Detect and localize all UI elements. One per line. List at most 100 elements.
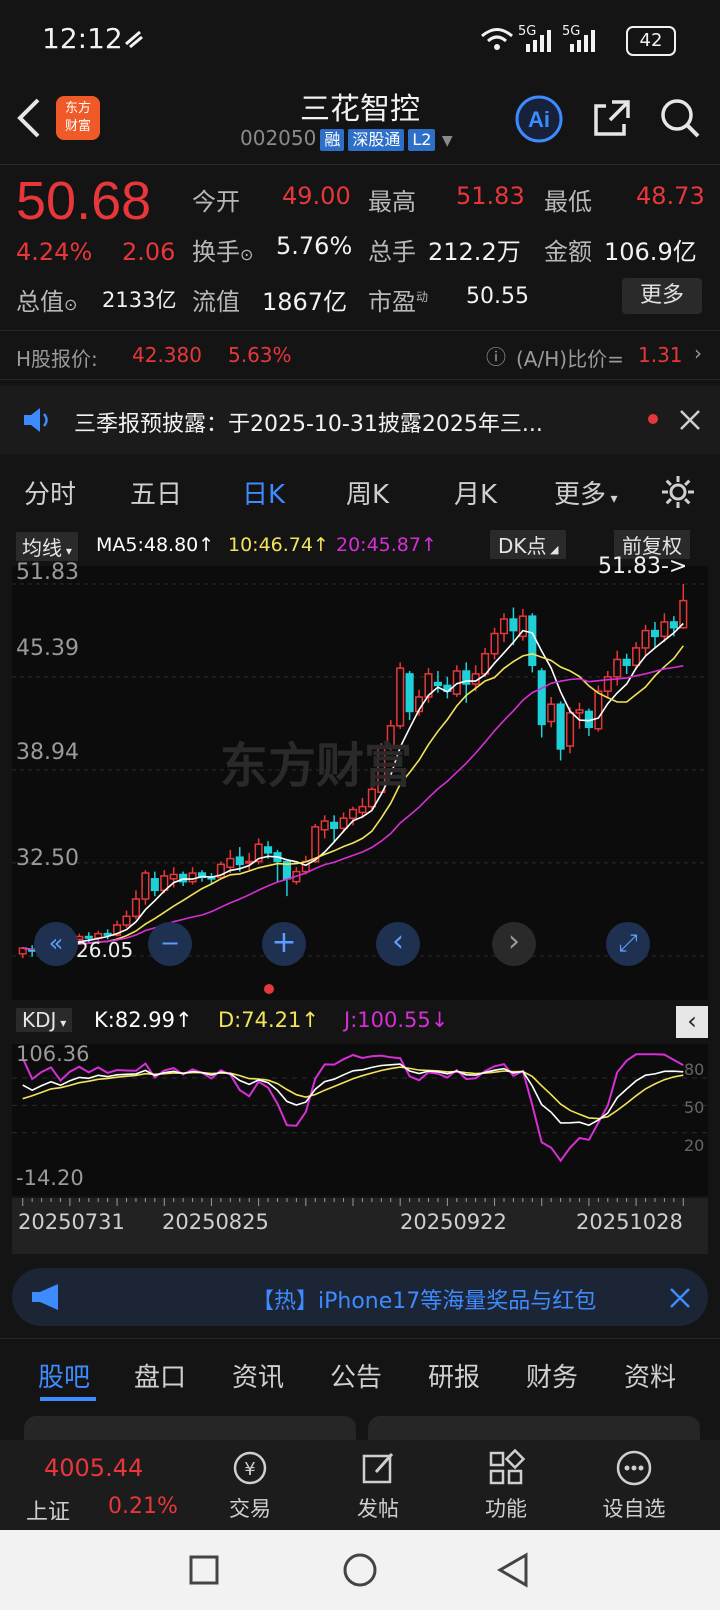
scroll-right-button[interactable]: › xyxy=(492,922,536,966)
card-peek-2[interactable] xyxy=(368,1416,700,1440)
unread-dot xyxy=(648,414,658,424)
megaphone-icon xyxy=(32,1284,58,1310)
tag-connect: 深股通 xyxy=(348,129,405,151)
volume-value: 212.2万 xyxy=(428,238,521,266)
candle-body xyxy=(311,826,320,863)
dk-point-button[interactable]: DK点 ◢ xyxy=(490,530,567,559)
hshare-row[interactable]: H股报价: 42.380 5.63% ⓘ (A/H)比价= 1.31 › xyxy=(0,330,720,380)
stock-code: 002050 xyxy=(240,126,317,150)
candle-body xyxy=(518,615,527,638)
ma5-label: MA5:48.80↑ xyxy=(96,534,215,556)
card-peek-1[interactable] xyxy=(24,1416,356,1440)
y-tick-2: 45.39 xyxy=(16,636,79,661)
tab-more[interactable]: 更多 ▾ xyxy=(554,480,618,510)
turnover-label: 换手⊙ xyxy=(192,238,254,266)
dropdown-icon[interactable]: ▼ xyxy=(441,133,453,149)
search-icon[interactable] xyxy=(658,96,702,140)
close-banner-icon[interactable] xyxy=(668,1286,692,1310)
watchlist-label: 设自选 xyxy=(602,1497,666,1521)
collapse-panel-icon[interactable]: ‹ xyxy=(676,1006,708,1038)
high-value: 51.83 xyxy=(456,182,525,210)
tab-daily-k[interactable]: 日K xyxy=(242,480,286,510)
candle-body xyxy=(150,878,159,892)
home-icon[interactable] xyxy=(342,1552,378,1588)
index-name[interactable]: 上证 xyxy=(26,1500,71,1525)
kdj-level-20: 20 xyxy=(684,1136,705,1155)
share-icon[interactable] xyxy=(590,96,634,140)
tab-profile[interactable]: 资料 xyxy=(624,1363,677,1393)
more-button[interactable]: 更多 xyxy=(622,278,702,314)
features-button[interactable]: 功能 xyxy=(456,1448,556,1523)
recents-icon[interactable] xyxy=(188,1554,220,1586)
tab-financials[interactable]: 财务 xyxy=(526,1363,579,1393)
zoom-out-far-button[interactable]: « xyxy=(34,922,78,966)
indicator-selector[interactable]: KDJ ▾ xyxy=(16,1008,73,1032)
float-label: 流值 xyxy=(192,288,240,316)
post-label: 发帖 xyxy=(357,1497,399,1521)
candle-body xyxy=(565,712,575,747)
index-value[interactable]: 4005.44 xyxy=(44,1454,144,1482)
tab-research[interactable]: 研报 xyxy=(428,1363,481,1393)
kline-chart[interactable]: 东方财富 51.83 45.39 38.94 32.50 51.83-> 26.… xyxy=(12,554,708,1000)
zoom-out-button[interactable]: − xyxy=(148,922,192,966)
event-dot[interactable] xyxy=(264,984,274,994)
ma-selector[interactable]: 均线 ▾ xyxy=(16,532,78,561)
speaker-icon xyxy=(24,408,48,432)
banner-text: 【热】iPhone17等海量奖品与红包 xyxy=(252,1289,597,1314)
candle-body xyxy=(603,676,612,692)
candle-body xyxy=(396,667,405,727)
fullscreen-button[interactable]: ⤢ xyxy=(606,922,650,966)
date-tick-4: 20251028 xyxy=(576,1210,683,1234)
turnover-value: 5.76% xyxy=(276,232,353,260)
help-icon[interactable]: ⓘ xyxy=(486,345,506,369)
app-logo[interactable]: 东方 财富 xyxy=(56,96,100,140)
trade-button[interactable]: ¥ 交易 xyxy=(200,1448,300,1523)
kdj-j-line xyxy=(21,1053,684,1163)
ma-legend: 均线 ▾ MA5:48.80↑ 10:46.74↑ 20:45.87↑ DK点 … xyxy=(0,528,720,564)
amount-label: 金额 xyxy=(544,238,592,266)
tab-forum[interactable]: 股吧 xyxy=(38,1363,91,1393)
low-label: 最低 xyxy=(544,188,592,216)
watchlist-button[interactable]: 设自选 xyxy=(584,1448,684,1523)
zoom-in-button[interactable]: + xyxy=(262,922,306,966)
low-marker-label: 26.05 xyxy=(76,938,134,962)
tab-orderbook[interactable]: 盘口 xyxy=(134,1363,187,1393)
ah-ratio-value: 1.31 xyxy=(638,343,683,367)
mktcap-value: 2133亿 xyxy=(102,288,177,312)
signal-icon-2 xyxy=(570,30,595,52)
notification-icon xyxy=(125,30,143,49)
back-icon[interactable] xyxy=(14,96,44,140)
tab-monthly-k[interactable]: 月K xyxy=(454,480,498,510)
high-marker-label: 51.83-> xyxy=(598,554,688,579)
active-tab-indicator xyxy=(40,1397,96,1401)
settings-gear-icon[interactable] xyxy=(660,474,696,510)
grid-icon xyxy=(489,1448,526,1485)
card-peek-row xyxy=(0,1412,720,1440)
candle-body xyxy=(490,632,499,655)
adjust-button[interactable]: 前复权 xyxy=(614,530,690,559)
more-dots-icon xyxy=(616,1450,652,1486)
edit-icon xyxy=(362,1453,394,1484)
kdj-k-label: K:82.99↑ xyxy=(94,1008,193,1032)
post-button[interactable]: 发帖 xyxy=(328,1448,428,1523)
close-icon[interactable] xyxy=(678,408,702,432)
nav-back-icon[interactable] xyxy=(496,1552,530,1588)
change-percent: 4.24% xyxy=(16,238,93,266)
tab-news[interactable]: 资讯 xyxy=(232,1363,285,1393)
kdj-chart[interactable]: 106.36 -14.20 80 50 20 xyxy=(12,1042,708,1196)
tab-weekly-k[interactable]: 周K xyxy=(346,480,390,510)
tab-announcements[interactable]: 公告 xyxy=(330,1363,383,1393)
tab-intraday[interactable]: 分时 xyxy=(24,480,77,510)
scroll-left-button[interactable]: ‹ xyxy=(376,922,420,966)
y-tick-1: 51.83 xyxy=(16,560,79,585)
promo-banner[interactable]: 【热】iPhone17等海量奖品与红包 xyxy=(12,1268,708,1326)
candle-body xyxy=(254,843,263,863)
index-pct[interactable]: 0.21% xyxy=(108,1494,178,1519)
notice-bar[interactable]: 三季报预披露：于2025-10-31披露2025年三... xyxy=(0,386,720,454)
tab-5day[interactable]: 五日 xyxy=(130,480,183,510)
candle-body xyxy=(113,924,122,936)
ai-icon[interactable]: Ai xyxy=(514,94,564,144)
candle-body xyxy=(330,821,339,830)
candle-body xyxy=(197,872,207,879)
candle-body xyxy=(320,820,329,831)
